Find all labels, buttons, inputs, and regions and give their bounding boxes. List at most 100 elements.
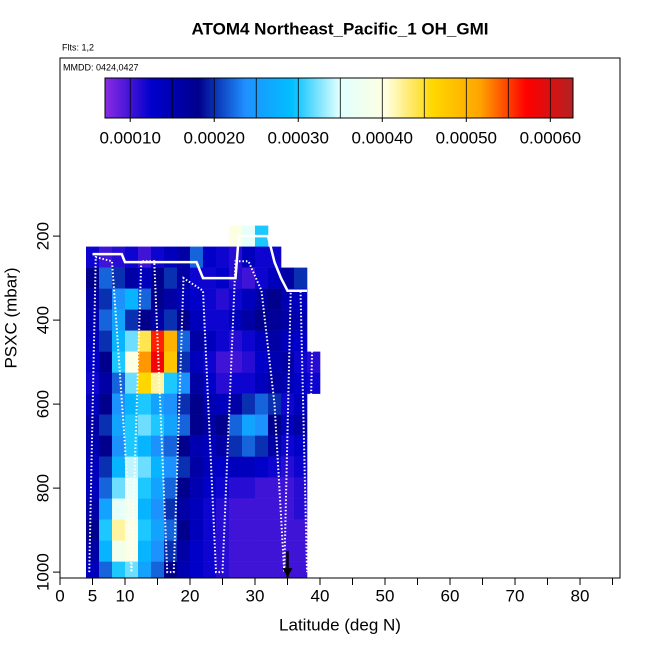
arrow-head — [282, 568, 293, 578]
cell — [138, 309, 152, 331]
colorbar-tick-label: 0.00060 — [520, 128, 581, 147]
colorbar-swatch — [477, 78, 480, 118]
x-axis-label: Latitude (deg N) — [279, 615, 401, 634]
cell — [164, 435, 178, 457]
cell — [164, 393, 178, 415]
colorbar-swatch — [541, 78, 544, 118]
colorbar-tick-label: 0.00030 — [268, 128, 329, 147]
cell — [216, 246, 230, 268]
colorbar-swatch — [367, 78, 370, 118]
colorbar-swatch — [191, 78, 194, 118]
colorbar-swatch — [461, 78, 464, 118]
cell — [242, 540, 256, 562]
cell — [203, 519, 217, 541]
cell — [125, 288, 139, 310]
cell — [281, 456, 295, 478]
cell — [203, 561, 217, 578]
cell — [125, 477, 139, 499]
cell — [190, 456, 204, 478]
cell — [177, 414, 191, 436]
cell — [203, 477, 217, 499]
colorbar-swatch — [455, 78, 458, 118]
colorbar-swatch — [245, 78, 248, 118]
cell — [138, 498, 152, 520]
colorbar-swatch — [359, 78, 362, 118]
cell — [177, 351, 191, 373]
cell — [281, 435, 295, 457]
colorbar-swatch — [201, 78, 204, 118]
cell — [255, 456, 269, 478]
cell — [268, 435, 282, 457]
colorbar-swatch — [219, 78, 222, 118]
colorbar-swatch — [327, 78, 330, 118]
cell — [242, 330, 256, 352]
colorbar-swatch — [325, 78, 328, 118]
cell — [229, 246, 243, 268]
colorbar-swatch — [431, 78, 434, 118]
cell — [86, 288, 100, 310]
x-tick-label: 30 — [246, 586, 265, 605]
cell — [268, 519, 282, 541]
cell — [203, 372, 217, 394]
cell — [190, 414, 204, 436]
colorbar-swatch — [259, 78, 262, 118]
colorbar-swatch — [145, 78, 148, 118]
cell — [125, 414, 139, 436]
cell — [86, 393, 100, 415]
colorbar-swatch — [557, 78, 560, 118]
colorbar-swatch — [563, 78, 566, 118]
colorbar-swatch — [135, 78, 138, 118]
cell — [242, 435, 256, 457]
colorbar-swatch — [331, 78, 334, 118]
colorbar-swatch — [421, 78, 424, 118]
cell — [151, 288, 165, 310]
cell — [190, 288, 204, 310]
colorbar-swatch — [451, 78, 454, 118]
colorbar-swatch — [405, 78, 408, 118]
colorbar-swatch — [149, 78, 152, 118]
cell — [164, 246, 178, 268]
colorbar-swatch — [385, 78, 388, 118]
colorbar-swatch — [511, 78, 514, 118]
colorbar-swatch — [273, 78, 276, 118]
colorbar-swatch — [443, 78, 446, 118]
cell — [294, 456, 308, 478]
cell — [255, 414, 269, 436]
colorbar-swatch — [123, 78, 126, 118]
cell — [99, 414, 113, 436]
colorbar-swatch — [531, 78, 534, 118]
colorbar-swatch — [311, 78, 314, 118]
colorbar-swatch — [299, 78, 302, 118]
cell — [177, 519, 191, 541]
cell — [177, 540, 191, 562]
colorbar-swatch — [283, 78, 286, 118]
colorbar-swatch — [485, 78, 488, 118]
cell — [86, 246, 100, 268]
cell — [203, 540, 217, 562]
cell — [112, 372, 126, 394]
cell — [294, 330, 308, 352]
cell — [125, 267, 139, 289]
cell — [99, 456, 113, 478]
colorbar-swatch — [315, 78, 318, 118]
colorbar-swatch — [223, 78, 226, 118]
colorbar-swatch — [505, 78, 508, 118]
cell — [268, 330, 282, 352]
colorbar-swatch — [527, 78, 530, 118]
cell — [151, 414, 165, 436]
x-tick-label: 80 — [571, 586, 590, 605]
cell — [112, 267, 126, 289]
cell — [86, 519, 100, 541]
colorbar-swatch — [365, 78, 368, 118]
cell — [216, 561, 230, 578]
colorbar-swatch — [207, 78, 210, 118]
cell — [229, 372, 243, 394]
colorbar-swatch — [453, 78, 456, 118]
cell — [242, 456, 256, 478]
colorbar-swatch — [115, 78, 118, 118]
colorbar-swatch — [459, 78, 462, 118]
cell — [177, 477, 191, 499]
cell — [151, 393, 165, 415]
cell — [229, 456, 243, 478]
colorbar-swatch — [169, 78, 172, 118]
